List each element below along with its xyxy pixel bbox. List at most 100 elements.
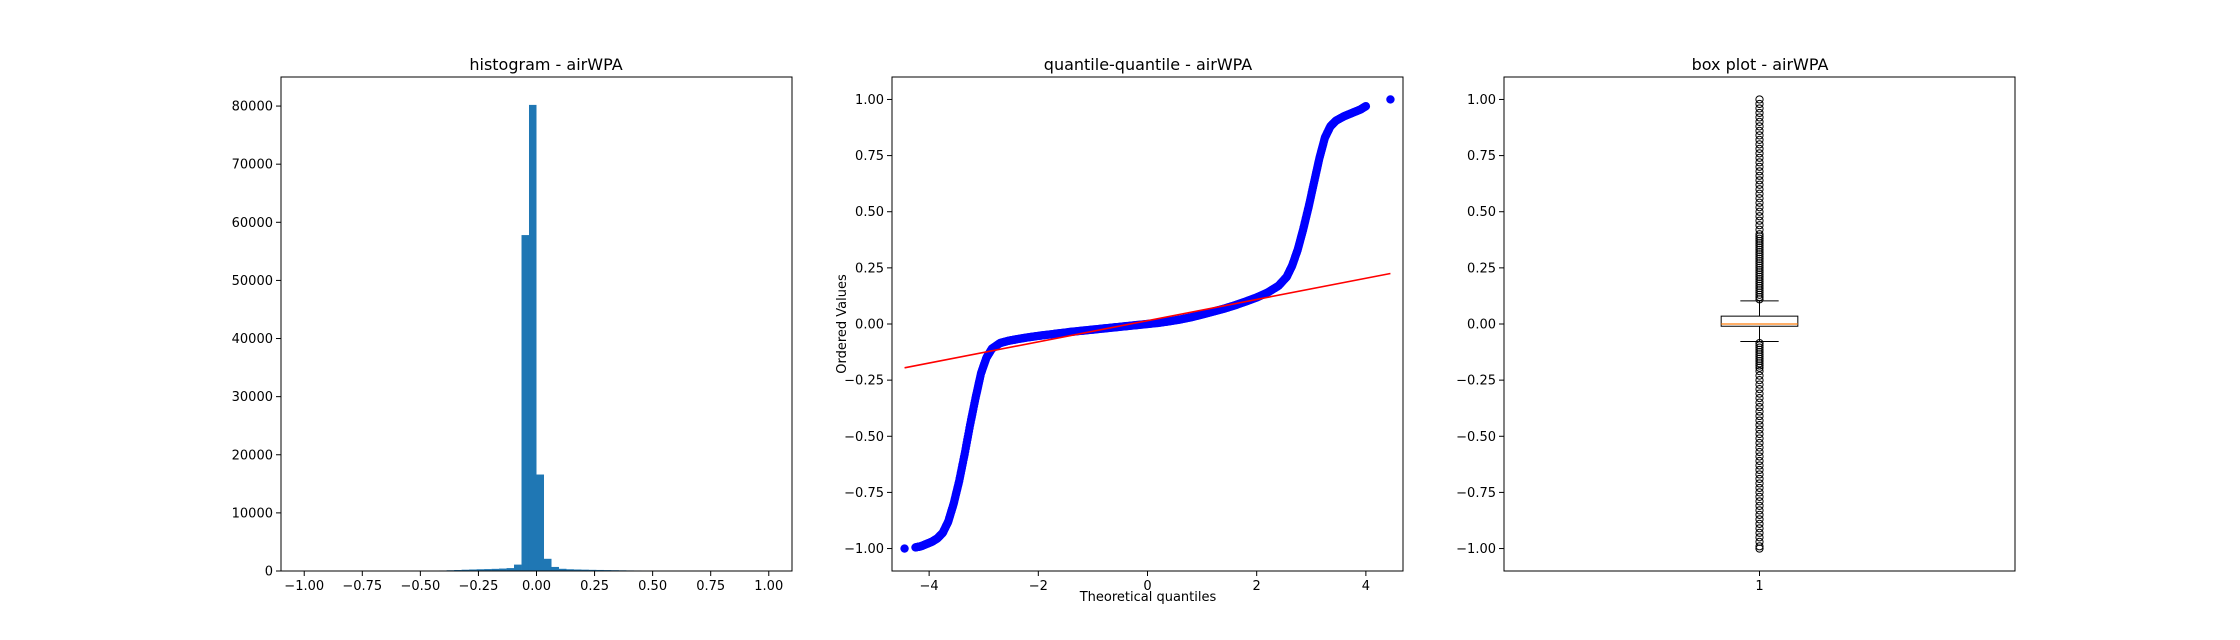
boxplot-outlier: [1755, 524, 1764, 533]
histogram-bar: [528, 104, 537, 571]
boxplot-outlier: [1755, 207, 1764, 216]
boxplot-outlier: [1755, 425, 1764, 434]
qq-point: [1361, 101, 1371, 111]
boxplot-plot-area: −1.00 −0.75 −0.50 −0.25 0.00 0.25 0.50 0.75 1.00…: [1456, 93, 1799, 594]
boxplot-box: [1720, 315, 1799, 327]
histogram-bar: [476, 569, 485, 571]
boxplot-outlier: [1755, 194, 1764, 203]
boxplot-outlier: [1755, 104, 1764, 113]
boxplot-outlier: [1755, 158, 1764, 167]
histogram-y-tick-label: 60000: [232, 216, 273, 231]
boxplot-outlier: [1755, 99, 1764, 109]
boxplot-outlier: [1755, 492, 1764, 501]
boxplot-y-tick-label: 0.25: [1467, 261, 1496, 276]
histogram-bar: [581, 569, 589, 571]
histogram-bar: [596, 569, 604, 571]
qq-y-tick-label: −0.75: [844, 486, 884, 501]
qq-y-tick-label: 1.00: [855, 93, 884, 108]
qq-x-axis-label: Theoretical quantiles: [1079, 590, 1217, 605]
boxplot-outlier: [1755, 363, 1764, 372]
histogram-bar: [484, 569, 492, 571]
qq-title: quantile-quantile - airWPA: [1044, 55, 1252, 74]
histogram-bar: [536, 474, 545, 571]
qq-y-tick-label: 0.00: [855, 318, 884, 333]
boxplot-outlier: [1755, 212, 1764, 221]
histogram-x-tick-label: 0.75: [696, 579, 725, 594]
qq-panel: quantile-quantile - airWPA Theoretical q…: [835, 55, 1404, 605]
boxplot-outlier: [1755, 230, 1764, 239]
histogram-bar: [514, 564, 522, 571]
histogram-bar: [558, 568, 567, 571]
boxplot-outlier: [1755, 447, 1764, 457]
boxplot-outlier: [1755, 189, 1764, 198]
boxplot-outlier: [1755, 501, 1764, 510]
histogram-bar: [551, 566, 559, 571]
qq-plot-area: −1.00 −0.75 −0.50 −0.25 0.00 0.25 0.50 0.75 1.00…: [844, 93, 1395, 594]
qq-y-tick-label: 0.25: [855, 261, 884, 276]
boxplot-outlier: [1755, 371, 1764, 380]
histogram-bar: [588, 569, 597, 571]
boxplot-y-tick-label: 0.75: [1467, 149, 1496, 164]
qq-y-tick-label: 0.50: [855, 205, 884, 220]
histogram-bar: [573, 569, 582, 571]
histogram-y-tick-label: 30000: [232, 390, 273, 405]
qq-x-tick-label: −4: [920, 579, 939, 594]
boxplot-outlier: [1755, 416, 1764, 425]
boxplot-outlier: [1755, 470, 1764, 479]
boxplot-outlier: [1755, 149, 1764, 158]
boxplot-outlier: [1755, 479, 1764, 488]
boxplot-outlier: [1755, 394, 1764, 403]
histogram-panel: histogram - airWPA 0 10000 20000 30000 40000…: [232, 55, 793, 594]
qq-point: [900, 544, 909, 553]
boxplot-outlier: [1755, 519, 1764, 528]
boxplot-outlier: [1755, 510, 1764, 519]
histogram-bar: [469, 569, 477, 571]
boxplot-outlier: [1755, 385, 1764, 394]
histogram-plot-area: 0 10000 20000 30000 40000 50000 60000 70000 8000…: [232, 100, 784, 594]
histogram-title: histogram - airWPA: [469, 55, 622, 74]
boxplot-outlier: [1755, 216, 1764, 225]
boxplot-outlier: [1755, 361, 1764, 370]
boxplot-outlier: [1755, 515, 1764, 524]
boxplot-outlier: [1755, 542, 1764, 551]
qq-y-tick-label: −1.00: [844, 542, 884, 557]
boxplot-outlier: [1755, 108, 1764, 118]
histogram-bar: [499, 568, 507, 571]
boxplot-outlier: [1755, 488, 1764, 497]
histogram-x-tick-label: −0.75: [342, 579, 382, 594]
histogram-x-tick-label: −0.25: [459, 579, 499, 594]
boxplot-outlier: [1755, 367, 1764, 376]
histogram-y-tick-label: 50000: [232, 274, 273, 289]
histogram-x-tick-label: 0.25: [580, 579, 609, 594]
histogram-x-tick-label: −1.00: [284, 579, 324, 594]
histogram-x-tick-label: 0.00: [522, 579, 551, 594]
histogram-bar: [544, 558, 552, 571]
boxplot-outlier: [1755, 465, 1764, 475]
boxplot-outlier: [1755, 461, 1764, 470]
boxplot-y-tick-label: −1.00: [1456, 542, 1496, 557]
boxplot-outlier: [1755, 131, 1764, 140]
qq-frame: [891, 76, 1404, 572]
boxplot-outlier: [1755, 162, 1764, 171]
qq-y-axis-label: Ordered Values: [835, 274, 850, 374]
boxplot-outlier: [1755, 528, 1764, 537]
boxplot-outlier: [1755, 153, 1764, 162]
qq-x-tick-label: 2: [1253, 579, 1261, 594]
boxplot-outlier: [1755, 407, 1764, 416]
boxplot-outlier: [1755, 398, 1764, 407]
histogram-bar: [521, 235, 530, 571]
boxplot-outlier: [1755, 180, 1764, 189]
boxplot-outlier: [1755, 234, 1764, 243]
boxplot-outlier: [1755, 402, 1764, 412]
boxplot-outlier: [1755, 176, 1764, 185]
histogram-bar: [566, 569, 574, 571]
boxplot-outlier: [1755, 533, 1764, 542]
boxplot-outlier: [1755, 135, 1764, 144]
histogram-y-tick-label: 80000: [232, 100, 273, 115]
histogram-y-tick-label: 70000: [232, 158, 273, 173]
histogram-y-tick-label: 10000: [232, 506, 273, 521]
boxplot-outlier: [1755, 380, 1764, 389]
qq-point: [1386, 95, 1395, 104]
boxplot-outlier: [1755, 117, 1764, 127]
